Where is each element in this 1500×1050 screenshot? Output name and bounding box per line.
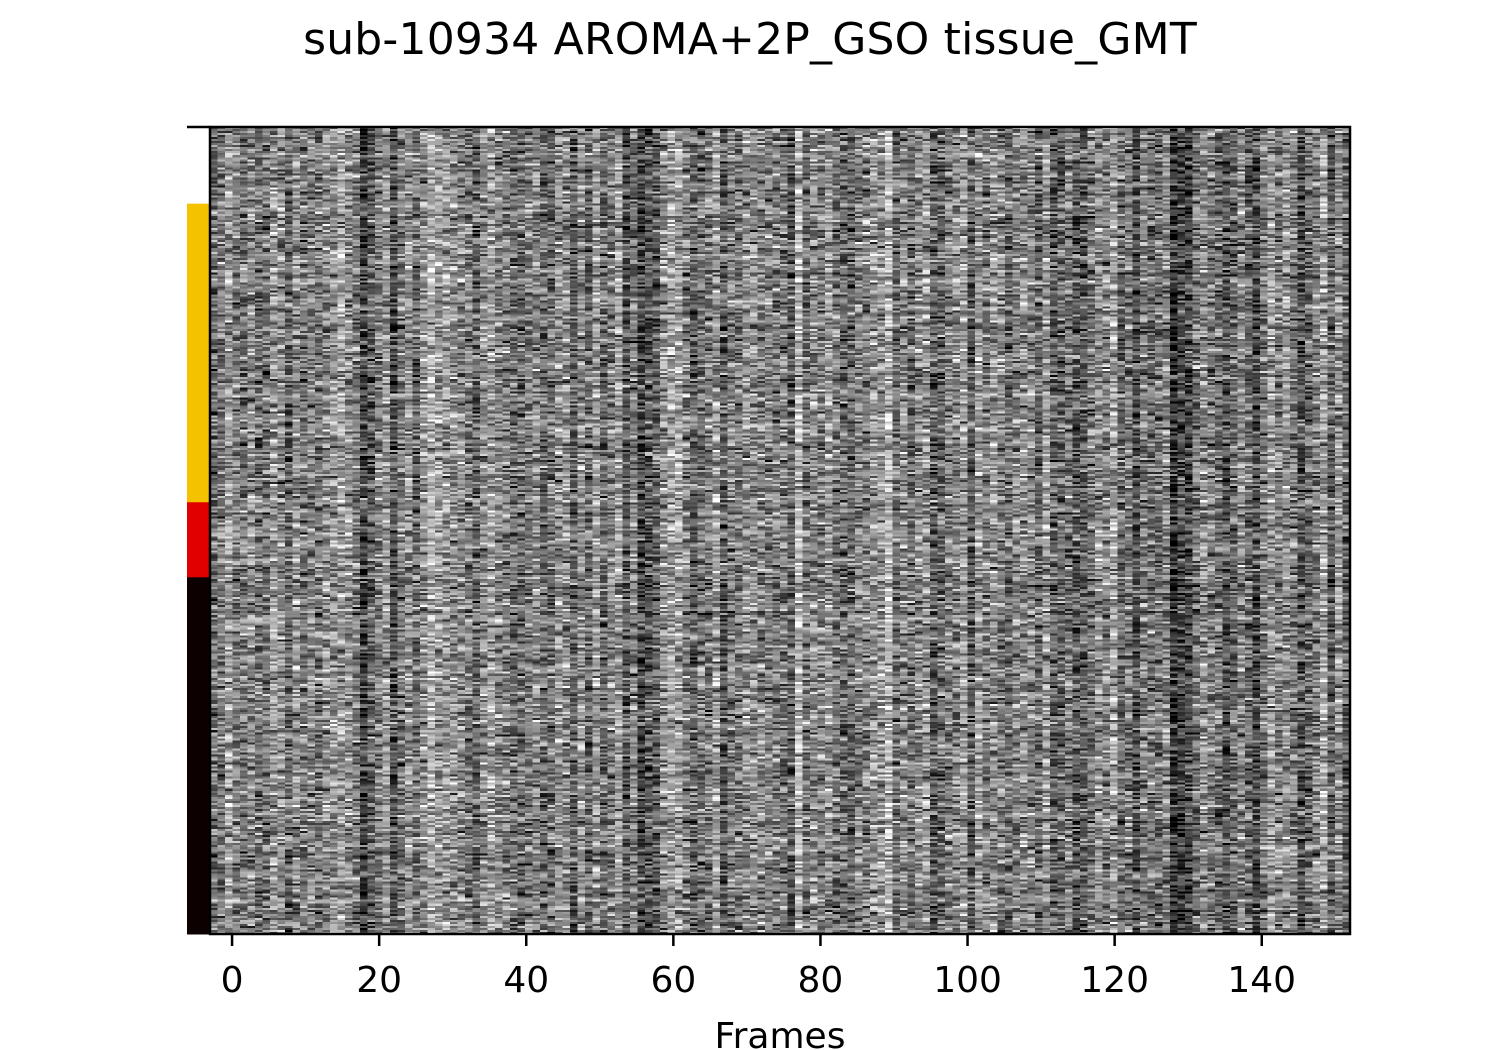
x-axis-title: Frames (715, 1016, 846, 1050)
carpet-heatmap (210, 127, 1350, 934)
segment-block (187, 502, 210, 578)
x-axis-ticks: 0 20 40 60 80 100 120 140 (221, 934, 1296, 1001)
plot-frame (208, 125, 1352, 936)
x-tick-label: 100 (933, 960, 1002, 1001)
segment-block (187, 577, 210, 935)
x-tick-label: 140 (1227, 960, 1296, 1001)
segment-colorbar (187, 127, 210, 935)
chart-title: sub-10934 AROMA+2P_GSO tissue_GMT (303, 14, 1197, 65)
x-tick-label: 20 (356, 960, 402, 1001)
x-tick-label: 0 (221, 960, 244, 1001)
x-tick-label: 60 (650, 960, 696, 1001)
segment-block (187, 127, 210, 205)
x-tick-label: 40 (503, 960, 549, 1001)
x-tick-label: 80 (798, 960, 844, 1001)
x-tick-label: 120 (1080, 960, 1149, 1001)
segment-block (187, 203, 210, 503)
